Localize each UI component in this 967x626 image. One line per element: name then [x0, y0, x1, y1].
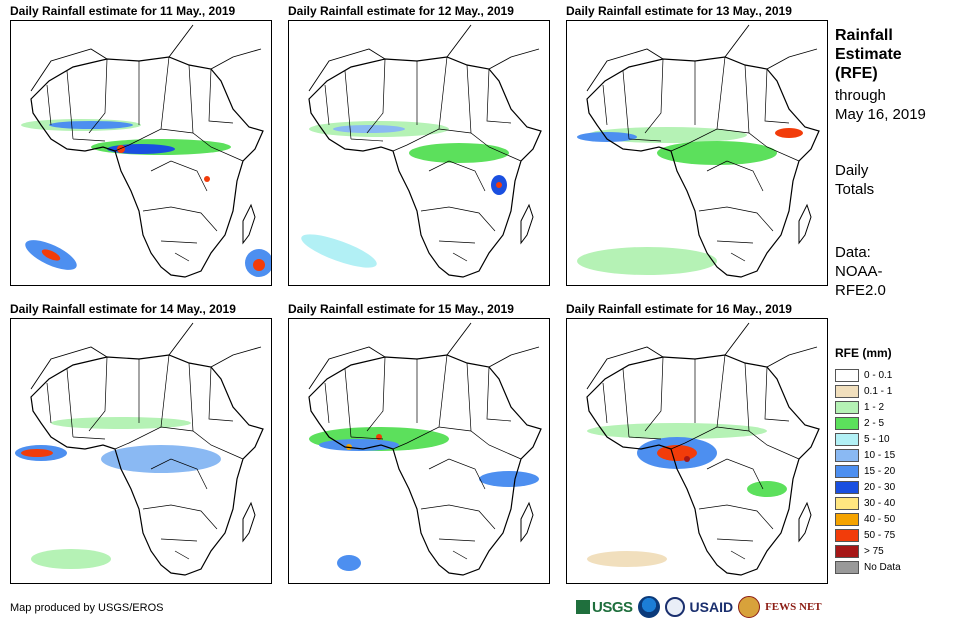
- panel-title: Daily Rainfall estimate for 11 May., 201…: [10, 4, 236, 18]
- legend-title: RFE (mm): [835, 346, 892, 360]
- usaid-logo: USAID: [689, 599, 734, 615]
- legend-item: 40 - 50: [835, 511, 901, 527]
- legend-item: 2 - 5: [835, 415, 901, 431]
- legend-label: 40 - 50: [864, 513, 896, 525]
- panel-title: Daily Rainfall estimate for 13 May., 201…: [566, 4, 792, 18]
- panel-title: Daily Rainfall estimate for 12 May., 201…: [288, 4, 514, 18]
- panel-may-13: Daily Rainfall estimate for 13 May., 201…: [566, 4, 828, 286]
- legend-item: 30 - 40: [835, 495, 901, 511]
- legend-swatch: [835, 368, 859, 382]
- legend-label: 30 - 40: [864, 497, 896, 509]
- legend-swatch: [835, 480, 859, 494]
- legend-swatch: [835, 512, 859, 526]
- legend-item: 50 - 75: [835, 527, 901, 543]
- legend-swatch: [835, 432, 859, 446]
- legend-swatch: [835, 400, 859, 414]
- data-source: Data: NOAA- RFE2.0: [835, 244, 886, 299]
- legend-swatch: [835, 448, 859, 462]
- legend-item: 0 - 0.1: [835, 367, 901, 383]
- legend-item: No Data: [835, 559, 901, 575]
- totals-label: Daily Totals: [835, 162, 875, 198]
- credit: Map produced by USGS/EROS: [10, 602, 164, 614]
- map-title: Rainfall Estimate (RFE): [835, 27, 902, 82]
- legend-label: 15 - 20: [864, 465, 896, 477]
- agency-logos: USGS USAID FEWS NET: [576, 594, 822, 620]
- usgs-logo: USGS: [576, 599, 633, 616]
- legend-item: 10 - 15: [835, 447, 901, 463]
- legend-label: 5 - 10: [864, 433, 890, 445]
- rainfall-map: [10, 20, 272, 286]
- legend-swatch: [835, 560, 859, 574]
- legend-label: > 75: [864, 545, 884, 557]
- legend-swatch: [835, 384, 859, 398]
- panel-may-14: Daily Rainfall estimate for 14 May., 201…: [10, 302, 272, 584]
- legend-item: > 75: [835, 543, 901, 559]
- panel-may-11: Daily Rainfall estimate for 11 May., 201…: [10, 4, 272, 286]
- legend-item: 20 - 30: [835, 479, 901, 495]
- rainfall-map: [288, 20, 550, 286]
- panel-may-15: Daily Rainfall estimate for 15 May., 201…: [288, 302, 550, 584]
- legend: RFE (mm) 0 - 0.1 0.1 - 1 1 - 2 2 - 5 5 - 10 1…: [835, 346, 901, 575]
- noaa-logo: [637, 596, 660, 618]
- legend-label: 50 - 75: [864, 529, 896, 541]
- legend-label: 0 - 0.1: [864, 369, 893, 381]
- panel-title: Daily Rainfall estimate for 14 May., 201…: [10, 302, 236, 316]
- legend-swatch: [835, 464, 859, 478]
- legend-swatch: [835, 496, 859, 510]
- rainfall-map: [566, 20, 828, 286]
- usgs-wave-icon: [576, 600, 590, 614]
- legend-label: 1 - 2: [864, 401, 885, 413]
- legend-swatch: [835, 528, 859, 542]
- legend-label: 2 - 5: [864, 417, 885, 429]
- legend-item: 1 - 2: [835, 399, 901, 415]
- nasa-logo: [664, 597, 685, 617]
- legend-item: 5 - 10: [835, 431, 901, 447]
- rainfall-map: [288, 318, 550, 584]
- legend-label: No Data: [864, 561, 901, 573]
- rainfall-map: [566, 318, 828, 584]
- legend-label: 20 - 30: [864, 481, 896, 493]
- date-range: through May 16, 2019: [835, 87, 926, 123]
- panel-title: Daily Rainfall estimate for 15 May., 201…: [288, 302, 514, 316]
- fews-globe-icon: [738, 596, 761, 618]
- legend-item: 15 - 20: [835, 463, 901, 479]
- legend-label: 0.1 - 1: [864, 385, 893, 397]
- panel-title: Daily Rainfall estimate for 16 May., 201…: [566, 302, 792, 316]
- legend-swatch: [835, 416, 859, 430]
- legend-item: 0.1 - 1: [835, 383, 901, 399]
- panel-may-12: Daily Rainfall estimate for 12 May., 201…: [288, 4, 550, 286]
- legend-label: 10 - 15: [864, 449, 896, 461]
- rainfall-map: [10, 318, 272, 584]
- panel-may-16: Daily Rainfall estimate for 16 May., 201…: [566, 302, 828, 584]
- legend-swatch: [835, 544, 859, 558]
- fews-net-logo: FEWS NET: [765, 601, 822, 613]
